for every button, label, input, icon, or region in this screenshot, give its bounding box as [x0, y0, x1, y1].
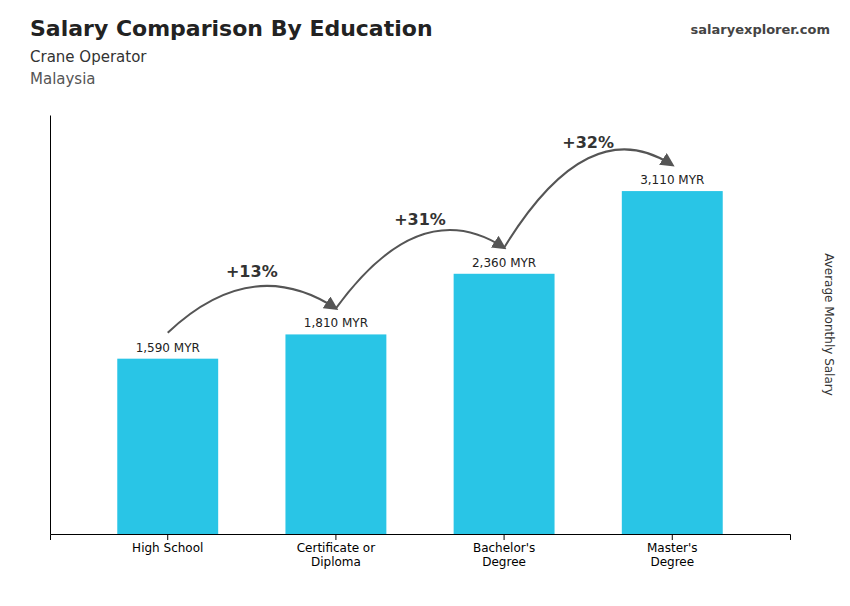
- x-tick-label-line: Diploma: [311, 555, 361, 569]
- y-axis-title: Average Monthly Salary: [822, 253, 836, 396]
- data-labels: 1,590 MYR 1,810 MYR 2,360 MYR 3,110 MYR: [136, 173, 705, 355]
- x-tick-label-line: Degree: [650, 555, 694, 569]
- x-tick-label-line: Degree: [482, 555, 526, 569]
- x-tick-label: Bachelor'sDegree: [473, 541, 535, 569]
- x-tick-label-line: Master's: [647, 541, 698, 555]
- arrow: [336, 230, 504, 308]
- y-axis-line: [50, 116, 51, 535]
- x-tick-label: Certificate orDiploma: [297, 541, 375, 569]
- subtitle: Crane Operator: [30, 48, 147, 66]
- bar: [454, 274, 555, 534]
- y-axis: [50, 116, 51, 535]
- chart: Salary Comparison By Education Crane Oper…: [0, 0, 850, 606]
- x-tick-label-line: Bachelor's: [473, 541, 535, 555]
- x-tick: Bachelor'sDegree: [473, 534, 535, 569]
- annotation: +31%: [394, 210, 446, 229]
- data-label: 2,360 MYR: [472, 256, 536, 270]
- x-tick: Master'sDegree: [647, 534, 698, 569]
- arrow: [168, 286, 336, 333]
- x-tick: High School: [132, 534, 203, 555]
- bars: [117, 191, 722, 534]
- bar: [117, 359, 218, 534]
- x-tick-label-line: Certificate or: [297, 541, 375, 555]
- data-label: 1,590 MYR: [136, 341, 200, 355]
- data-label: 1,810 MYR: [304, 316, 368, 330]
- annotation: +32%: [562, 133, 614, 152]
- x-tick-label: Master'sDegree: [647, 541, 698, 569]
- x-tick-mark: [672, 534, 673, 540]
- arrow: [504, 149, 672, 247]
- data-label: 3,110 MYR: [640, 173, 704, 187]
- x-tick-mark: [335, 534, 336, 540]
- source: salaryexplorer.com: [691, 22, 830, 37]
- annotation: +13%: [226, 262, 278, 281]
- x-tick-label-line: High School: [132, 541, 203, 555]
- subtitle: Malaysia: [30, 70, 96, 88]
- x-tick-mark: [504, 534, 505, 540]
- bar: [285, 334, 386, 534]
- x-tick-mark: [167, 534, 168, 540]
- x-axis: High School Certificate orDiploma Bachelor…: [51, 534, 791, 569]
- x-tick: Certificate orDiploma: [297, 534, 375, 569]
- bar: [622, 191, 723, 534]
- title: Salary Comparison By Education: [30, 16, 433, 41]
- x-axis-line: [51, 535, 791, 541]
- x-tick-label: High School: [132, 541, 203, 555]
- annotations: +13% +31% +32%: [168, 133, 673, 332]
